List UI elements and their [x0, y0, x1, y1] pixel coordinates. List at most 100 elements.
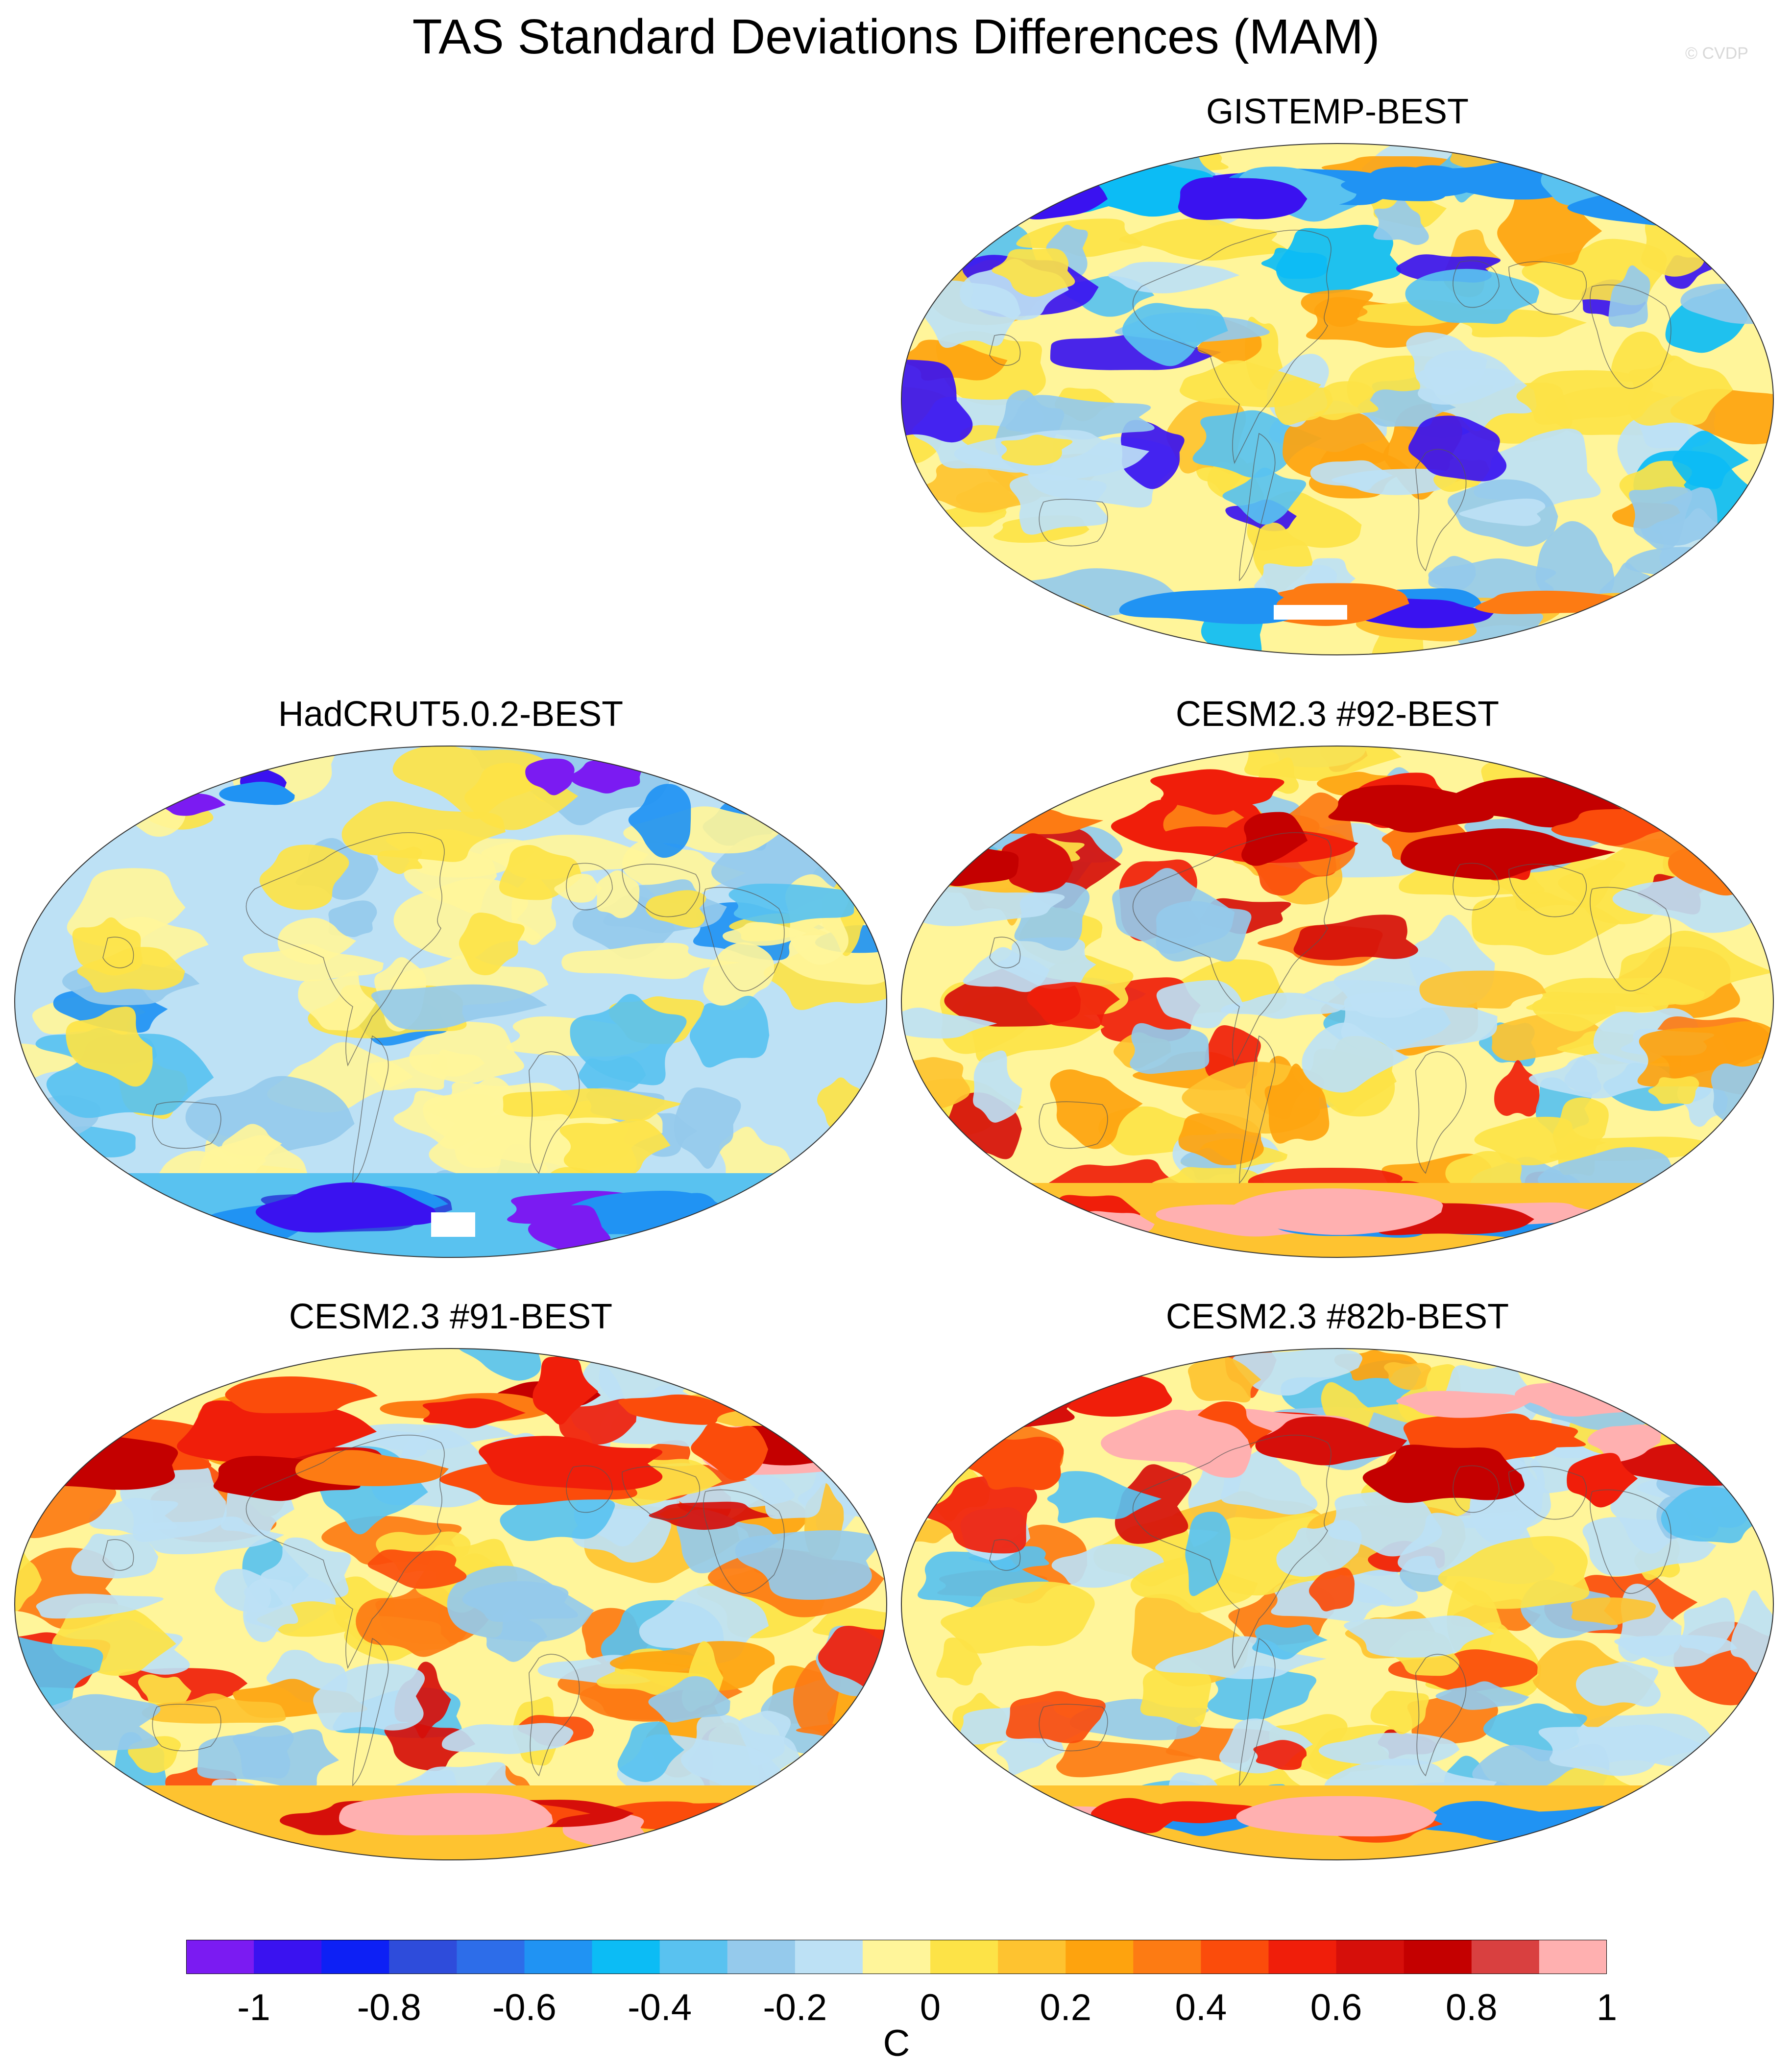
- field-blob: [1156, 901, 1252, 962]
- field-blob: [904, 459, 1045, 513]
- colorbar-swatch: [1268, 1940, 1337, 1974]
- field-blob: [464, 763, 579, 830]
- field-blob: [1435, 1681, 1529, 1710]
- colorbar-swatches: [186, 1940, 1607, 1974]
- coastline: [1415, 1051, 1467, 1174]
- field-blob: [1308, 1567, 1355, 1612]
- colorbar-swatch: [186, 1940, 254, 1974]
- north-warm-blob: [1101, 1409, 1252, 1465]
- field-blob: [459, 913, 525, 975]
- coastline: [1132, 1434, 1332, 1669]
- field-blob: [341, 801, 506, 862]
- coastline: [1239, 1638, 1276, 1786]
- field-blob: [1571, 1597, 1656, 1625]
- field-blob: [1558, 838, 1732, 924]
- coastline: [1415, 449, 1467, 572]
- colorbar-tick-label: 0.6: [1310, 1987, 1362, 2028]
- coastline: [703, 887, 785, 991]
- field-blob: [71, 1533, 159, 1579]
- north-polar-blob: [219, 781, 295, 805]
- coastline: [1590, 1489, 1671, 1594]
- field-blob: [1027, 982, 1120, 1029]
- panel-cesm92: CESM2.3 #92-BEST: [896, 693, 1778, 1281]
- field-blob: [1715, 746, 1773, 793]
- field-blob: [15, 1633, 103, 1711]
- coastline: [1508, 864, 1587, 917]
- field-blob: [703, 942, 775, 1011]
- coastline: [1239, 433, 1276, 581]
- field-blob: [36, 1593, 164, 1619]
- field-blob: [142, 1693, 286, 1724]
- field-blob: [371, 984, 547, 1030]
- north-warm-blob: [48, 1389, 135, 1422]
- panel-title-cesm92: CESM2.3 #92-BEST: [1175, 695, 1500, 734]
- field-blob: [1419, 970, 1547, 1009]
- north-polar-blob: [570, 760, 642, 794]
- coastline: [102, 937, 134, 968]
- colorbar-swatch: [592, 1940, 660, 1974]
- field-blob: [1516, 370, 1653, 425]
- coastline: [245, 1434, 445, 1669]
- field-blob: [1648, 1076, 1699, 1105]
- south-polar-blob: [927, 606, 1113, 635]
- coastline: [566, 1465, 613, 1513]
- field-blob: [1628, 746, 1762, 786]
- map-hadcrut: [14, 746, 887, 1258]
- coastline: [1039, 1704, 1108, 1752]
- field-blob: [232, 1725, 294, 1779]
- field-blob: [1416, 367, 1516, 405]
- field-blob: [1056, 1740, 1200, 1778]
- field-blob: [138, 1674, 192, 1709]
- field-blob: [66, 1007, 153, 1087]
- field-blob: [1438, 1536, 1590, 1609]
- map-border: [14, 1348, 887, 1860]
- south-polar-blob: [60, 1194, 178, 1232]
- field-blob: [441, 1723, 574, 1754]
- figure-title: TAS Standard Deviations Differences (MAM…: [412, 9, 1380, 64]
- field-blob: [1264, 1063, 1330, 1144]
- field-blob: [925, 1756, 985, 1824]
- field-blob: [1628, 355, 1733, 426]
- field-blob: [645, 890, 706, 928]
- south-polar-blob: [528, 1205, 611, 1253]
- map-border: [901, 143, 1774, 655]
- north-warm-blob: [1396, 1391, 1531, 1418]
- field-blob: [21, 1190, 164, 1254]
- field-blob: [1693, 796, 1773, 854]
- coastline: [1508, 1466, 1587, 1520]
- north-warm-blob: [1001, 833, 1073, 892]
- field-blob: [1179, 360, 1321, 408]
- south-warm-blob: [695, 1817, 780, 1838]
- field-blob: [243, 1578, 298, 1642]
- coastline: [1453, 1465, 1500, 1513]
- field-blob: [1114, 1464, 1192, 1544]
- field-blob: [1608, 265, 1650, 328]
- field-blob: [1017, 144, 1089, 183]
- south-peak-blob: [1236, 1796, 1437, 1837]
- field-blob: [1006, 1691, 1106, 1743]
- field-blob: [1672, 431, 1749, 489]
- coastline: [352, 1638, 389, 1786]
- field-blob: [503, 1088, 684, 1121]
- colorbar-swatch: [254, 1940, 322, 1974]
- panel-cesm82b: CESM2.3 #82b-BEST: [896, 1296, 1778, 1883]
- south-polar-blob: [927, 605, 1091, 642]
- field-blob: [1373, 198, 1429, 245]
- south-warm-blob: [1157, 1801, 1258, 1824]
- field-blob: [1328, 1491, 1442, 1557]
- map-field: [901, 1349, 1773, 1860]
- field-blob: [1532, 993, 1616, 1032]
- colorbar-swatch: [1336, 1940, 1405, 1974]
- north-warm-blob: [1400, 828, 1616, 880]
- map-field: [901, 144, 1773, 655]
- field-blob: [1629, 486, 1693, 551]
- north-polar-blob: [1178, 177, 1308, 220]
- panel-gistemp: GISTEMP-BEST: [896, 91, 1778, 678]
- colorbar-swatch: [1539, 1940, 1607, 1974]
- field-blob: [628, 784, 691, 858]
- field-blob: [936, 1638, 982, 1686]
- field-blob: [1293, 915, 1418, 961]
- colorbar-swatch: [1066, 1940, 1134, 1974]
- north-warm-blob: [1255, 1416, 1407, 1466]
- north-warm-blob: [1328, 785, 1494, 833]
